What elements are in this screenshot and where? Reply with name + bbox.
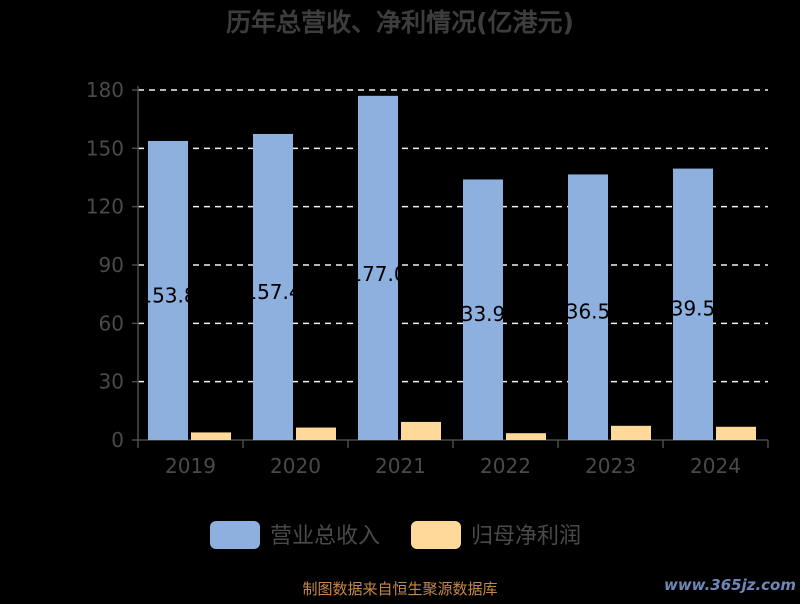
legend-item-profit[interactable]: 归母净利润 <box>411 521 581 549</box>
data-labels: 153.8 157.4 177.0 133.99 136.57 139.58 <box>139 262 728 326</box>
y-tick-label: 60 <box>99 311 124 335</box>
revenue-data-label: 157.4 <box>244 280 301 304</box>
chart-title: 历年总营收、净利情况(亿港元) <box>226 8 574 37</box>
bars <box>148 95 756 441</box>
revenue-bar <box>253 133 293 440</box>
revenue-data-label: 133.99 <box>448 302 518 326</box>
legend[interactable]: 营业总收入 归母净利润 <box>210 521 581 549</box>
profit-bar <box>191 432 231 440</box>
legend-item-revenue[interactable]: 营业总收入 <box>210 521 380 549</box>
revenue-bar <box>463 179 503 441</box>
y-tick-label: 30 <box>99 370 124 394</box>
revenue-bar <box>568 174 608 441</box>
revenue-bar <box>673 168 713 440</box>
y-tick-label: 0 <box>111 428 124 452</box>
watermark: www.365jz.com <box>664 576 796 594</box>
legend-label: 营业总收入 <box>270 524 380 549</box>
profit-bar <box>716 426 756 440</box>
revenue-data-label: 153.8 <box>139 283 196 307</box>
x-tick-label: 2020 <box>270 454 321 478</box>
legend-swatch <box>210 521 260 549</box>
x-tick-label: 2024 <box>690 454 741 478</box>
y-tick-label: 120 <box>86 195 124 219</box>
legend-swatch <box>411 521 461 549</box>
revenue-bar <box>358 95 398 440</box>
x-tick-label: 2021 <box>375 454 426 478</box>
y-tick-label: 180 <box>86 78 124 102</box>
grid-lines <box>138 89 768 383</box>
source-note: 制图数据来自恒生聚源数据库 <box>302 580 497 598</box>
profit-bar <box>296 427 336 440</box>
revenue-data-label: 136.57 <box>553 300 623 324</box>
x-tick-label: 2022 <box>480 454 531 478</box>
y-tick-label: 150 <box>86 136 124 160</box>
profit-bar <box>506 433 546 440</box>
axes: 0 30 60 90 120 150 180 2019 2020 2021 2022 2023 2024 <box>86 78 769 478</box>
profit-bar <box>611 425 651 440</box>
profit-bar <box>401 421 441 440</box>
legend-label: 归母净利润 <box>471 524 581 549</box>
revenue-bar <box>148 140 188 440</box>
x-tick-label: 2023 <box>585 454 636 478</box>
x-tick-label: 2019 <box>165 454 216 478</box>
revenue-data-label: 139.58 <box>658 297 728 321</box>
revenue-data-label: 177.0 <box>349 262 406 286</box>
y-tick-label: 90 <box>99 253 124 277</box>
